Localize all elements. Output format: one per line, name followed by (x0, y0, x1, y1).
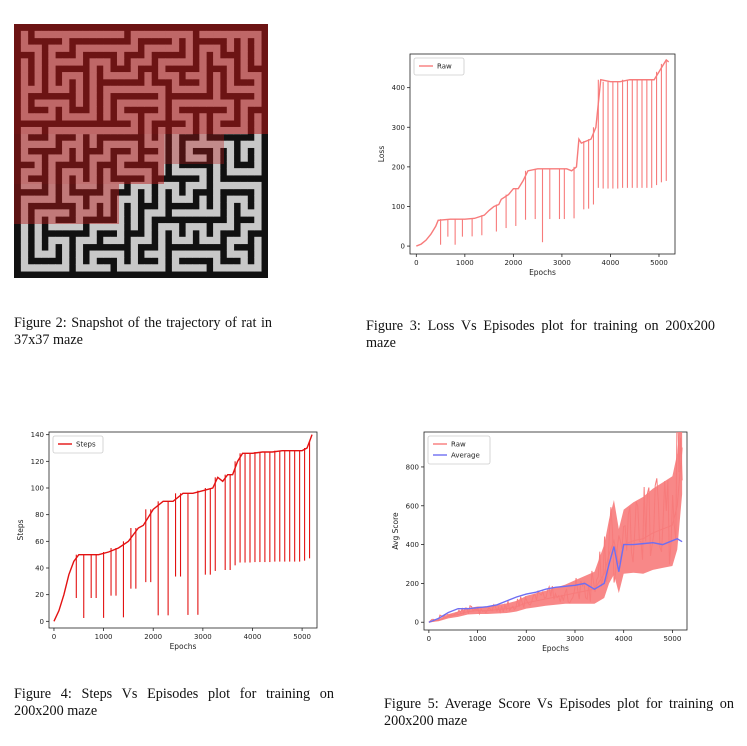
x-tick-label: 4000 (602, 259, 620, 267)
legend: Steps (52, 435, 104, 454)
figure-3-caption: Figure 3: Loss Vs Episodes plot for trai… (366, 318, 715, 351)
maze-image (14, 24, 268, 278)
series-line (428, 447, 683, 623)
x-tick-label: 3000 (194, 633, 212, 641)
series-line (428, 537, 683, 623)
series-noise (428, 432, 683, 623)
y-axis-label: Avg Score (391, 512, 400, 550)
x-tick-label: 0 (414, 259, 418, 267)
series-steps (53, 434, 313, 622)
legend-label: Average (451, 452, 480, 460)
y-axis-label: Steps (16, 519, 25, 540)
figure-4-caption: Figure 4: Steps Vs Episodes plot for tra… (14, 686, 334, 719)
y-tick-label: 400 (406, 541, 419, 549)
legend-box (52, 435, 104, 454)
y-tick-label: 200 (392, 163, 405, 171)
y-tick-label: 0 (40, 618, 44, 626)
y-tick-label: 600 (406, 502, 419, 510)
x-tick-label: 5000 (650, 259, 668, 267)
x-tick-label: 4000 (615, 635, 633, 643)
series-line (53, 434, 313, 622)
y-tick-label: 200 (406, 580, 419, 588)
series-raw (416, 58, 670, 247)
x-tick-label: 5000 (293, 633, 311, 641)
y-tick-label: 40 (35, 565, 44, 573)
y-axis-label: Loss (377, 146, 386, 163)
x-tick-label: 0 (52, 633, 56, 641)
series-raw (428, 432, 683, 623)
score-chart: 0 1000 2000 3000 4000 5000 0 200 400 600 800 Epochs… (384, 424, 694, 656)
axes: 0 1000 2000 3000 4000 5000 0 100 200 300 400 Epochs… (377, 84, 668, 277)
legend-box (427, 435, 491, 465)
y-tick-label: 120 (31, 458, 44, 466)
y-tick-label: 0 (415, 619, 419, 627)
plot-area (428, 432, 683, 623)
y-tick-label: 100 (31, 485, 44, 493)
x-tick-label: 3000 (553, 259, 571, 267)
plot-frame (48, 431, 318, 629)
y-tick-label: 400 (392, 84, 405, 92)
legend: Raw Average (427, 435, 491, 465)
steps-chart-svg: 0 1000 2000 3000 4000 5000 0 20 40 60 80 100 120 140 E… (16, 431, 318, 651)
figure-5-caption: Figure 5: Average Score Vs Episodes plot… (384, 696, 734, 729)
x-tick-label: 1000 (456, 259, 474, 267)
legend-label: Steps (76, 441, 96, 449)
x-tick-label: 2000 (504, 259, 522, 267)
y-tick-label: 60 (35, 538, 44, 546)
loss-chart-svg: 0 1000 2000 3000 4000 5000 0 100 200 300 400 Epochs… (377, 53, 676, 277)
x-axis-label: Epochs (529, 268, 556, 277)
legend-label: Raw (437, 63, 452, 71)
figure-2-caption: Figure 2: Snapshot of the trajectory of … (14, 315, 272, 348)
plot-area (53, 434, 313, 622)
steps-chart: 0 1000 2000 3000 4000 5000 0 20 40 60 80 100 120 140 E… (14, 424, 324, 656)
series-line (416, 58, 670, 247)
x-tick-label: 5000 (663, 635, 681, 643)
series-band (428, 432, 683, 623)
x-axis-label: Epochs (170, 642, 197, 651)
x-tick-label: 0 (427, 635, 431, 643)
legend-label: Raw (451, 441, 466, 449)
x-tick-label: 2000 (144, 633, 162, 641)
y-tick-label: 140 (31, 431, 44, 439)
axes: 0 1000 2000 3000 4000 5000 0 200 400 600 800 Epochs… (391, 463, 681, 653)
y-tick-label: 0 (401, 243, 405, 251)
maze-figure (14, 24, 268, 278)
y-tick-label: 100 (392, 203, 405, 211)
x-tick-label: 1000 (95, 633, 113, 641)
score-chart-svg: 0 1000 2000 3000 4000 5000 0 200 400 600 800 Epochs… (391, 431, 688, 653)
y-tick-label: 800 (406, 463, 419, 471)
axes: 0 1000 2000 3000 4000 5000 0 20 40 60 80 100 120 140 E… (16, 431, 311, 651)
x-axis-label: Epochs (542, 644, 569, 653)
y-tick-label: 300 (392, 124, 405, 132)
legend: Raw (413, 57, 465, 76)
x-tick-label: 2000 (517, 635, 535, 643)
x-tick-label: 3000 (566, 635, 584, 643)
series-average (428, 537, 683, 623)
y-tick-label: 80 (35, 511, 44, 519)
legend-box (413, 57, 465, 76)
loss-chart: 0 1000 2000 3000 4000 5000 0 100 200 300 400 Epochs… (372, 46, 682, 278)
x-tick-label: 4000 (244, 633, 262, 641)
rat-trail (14, 24, 268, 224)
y-tick-label: 20 (35, 591, 44, 599)
plot-area (416, 58, 670, 247)
x-tick-label: 1000 (469, 635, 487, 643)
